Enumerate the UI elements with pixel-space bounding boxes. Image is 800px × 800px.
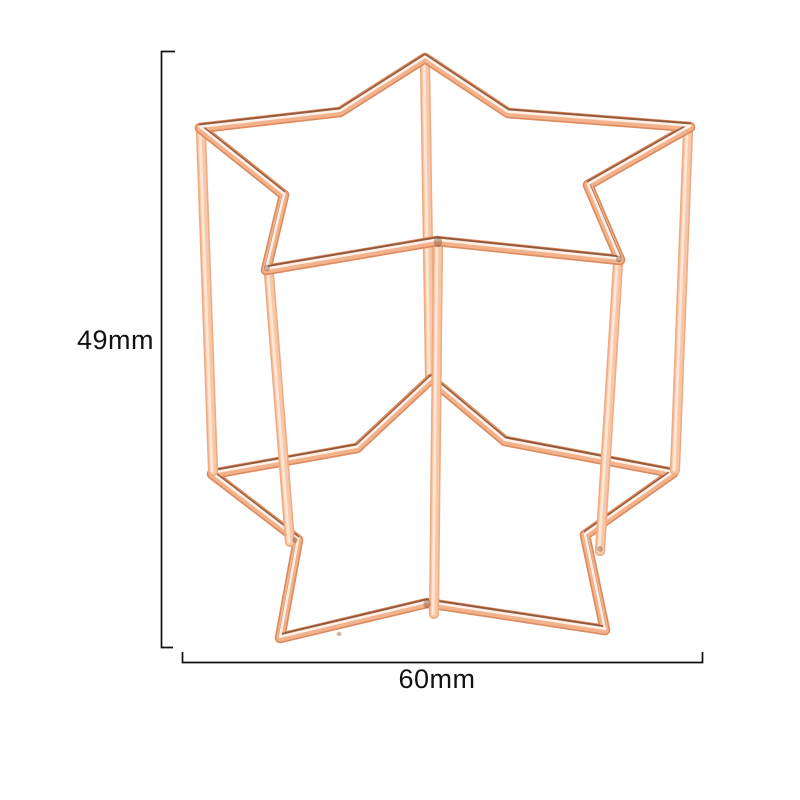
height-dimension-label: 49mm (76, 325, 154, 355)
dimension-lines (160, 50, 704, 664)
height-dimension-line (160, 50, 175, 649)
center-support-wire (433, 243, 438, 614)
weld-marks (264, 236, 622, 637)
width-dimension-label: 60mm (398, 664, 476, 694)
front-left-leg-wire (268, 274, 290, 542)
top-star-wire (200, 55, 690, 270)
rear-leg-wire (424, 62, 430, 376)
left-leg-wire (200, 132, 213, 471)
width-dimension-line (181, 652, 704, 664)
right-leg-wire (674, 132, 688, 470)
